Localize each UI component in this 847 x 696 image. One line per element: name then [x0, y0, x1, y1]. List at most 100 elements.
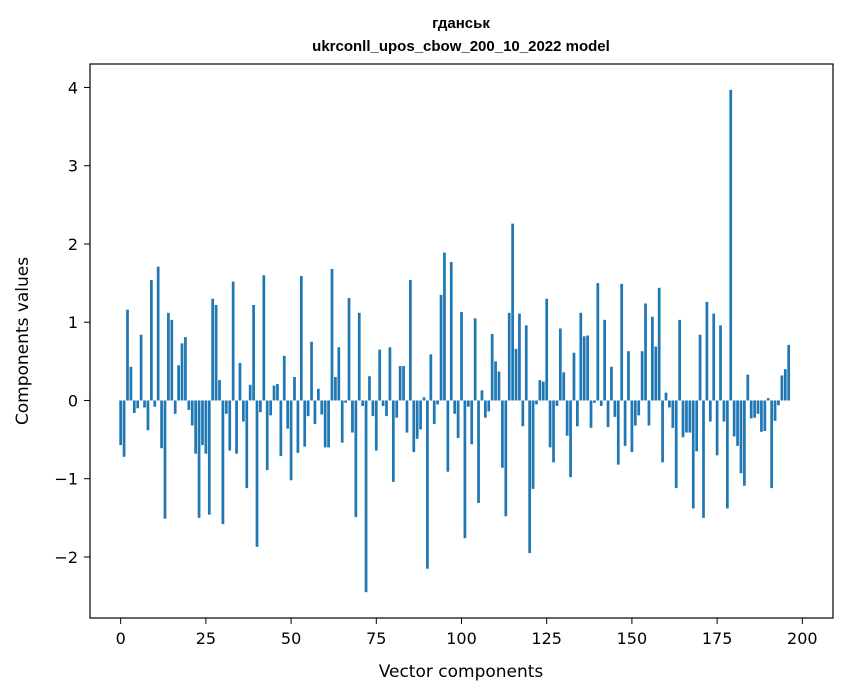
bar-85	[409, 279, 412, 401]
bar-114	[507, 312, 511, 401]
bar-14	[167, 312, 170, 401]
bar-196	[787, 344, 791, 401]
bar-33	[231, 281, 235, 401]
bar-104	[473, 318, 477, 401]
bar-71	[361, 400, 365, 406]
bar-15	[170, 319, 174, 401]
bar-66	[344, 400, 347, 403]
bar-27	[211, 298, 215, 401]
bar-55	[306, 400, 310, 417]
bar-18	[180, 343, 184, 401]
bar-37	[245, 400, 249, 489]
bar-153	[640, 351, 644, 401]
bar-1	[122, 400, 126, 457]
bar-42	[262, 275, 266, 401]
y-axis-ticks: −2 −1 0 1 2 3 4	[54, 78, 90, 567]
bar-72	[364, 400, 368, 593]
bar-3	[129, 366, 133, 401]
bar-142	[603, 319, 607, 401]
bar-68	[351, 400, 354, 433]
bar-126	[548, 400, 552, 448]
x-tick-label-0: 0	[116, 629, 126, 648]
bar-70	[357, 312, 361, 401]
y-tick-label-2: 2	[68, 235, 78, 254]
bar-8	[146, 400, 150, 431]
bar-195	[783, 369, 787, 401]
bar-175	[715, 400, 719, 456]
bar-19	[184, 337, 187, 401]
bar-30	[221, 400, 225, 525]
bar-77	[381, 400, 385, 406]
bar-20	[187, 400, 191, 410]
bar-138	[589, 400, 593, 428]
x-tick-label-75: 75	[366, 629, 386, 648]
bar-24	[201, 400, 204, 446]
bar-51	[293, 376, 296, 401]
bar-10	[153, 400, 157, 407]
bar-132	[569, 400, 572, 478]
bar-7	[143, 400, 146, 408]
bar-82	[398, 366, 402, 401]
bar-29	[218, 380, 221, 401]
y-tick-label-3: 3	[68, 157, 78, 176]
bar-95	[443, 252, 446, 401]
bar-60	[323, 400, 327, 448]
bar-136	[582, 336, 586, 401]
bar-21	[190, 400, 194, 426]
bar-147	[620, 283, 624, 401]
bar-45	[272, 385, 276, 401]
bar-4	[132, 400, 136, 413]
bar-97	[449, 261, 453, 401]
bar-83	[402, 366, 405, 401]
bar-165	[681, 400, 685, 438]
bar-38	[248, 384, 252, 401]
bar-23	[197, 400, 201, 518]
bar-156	[650, 316, 654, 401]
bar-105	[477, 400, 480, 503]
bar-164	[678, 319, 681, 401]
bar-92	[432, 400, 436, 424]
bar-103	[470, 400, 474, 445]
bar-75	[374, 400, 378, 451]
bar-80	[391, 400, 395, 482]
bar-69	[354, 400, 358, 518]
bar-5	[136, 400, 140, 409]
bar-34	[235, 400, 238, 454]
bar-6	[139, 334, 143, 401]
x-tick-label-175: 175	[702, 629, 733, 648]
bars-group	[119, 89, 791, 593]
bar-46	[276, 384, 279, 401]
bar-148	[623, 400, 627, 446]
x-axis-label: Vector components	[379, 662, 544, 682]
bar-120	[528, 400, 532, 554]
bar-81	[395, 400, 399, 418]
bar-144	[610, 366, 613, 401]
bar-158	[657, 287, 661, 401]
bar-53	[299, 276, 303, 401]
bar-2	[126, 309, 129, 401]
bar-133	[572, 352, 576, 401]
bar-141	[599, 400, 603, 406]
bar-49	[286, 400, 290, 429]
chart-title: гданськ	[432, 15, 490, 32]
bar-181	[736, 400, 739, 446]
y-axis-label: Components values	[13, 257, 33, 425]
bar-64	[337, 347, 341, 401]
bar-150	[630, 400, 634, 453]
bar-74	[371, 400, 375, 417]
bar-11	[156, 266, 160, 401]
bar-35	[238, 362, 242, 401]
x-tick-label-150: 150	[617, 629, 648, 648]
bar-54	[303, 400, 307, 447]
bar-61	[327, 400, 330, 448]
bar-163	[674, 400, 678, 489]
bar-187	[756, 400, 760, 414]
bar-188	[760, 400, 763, 432]
bar-177	[722, 400, 726, 422]
bar-36	[242, 400, 245, 422]
bar-184	[746, 374, 750, 401]
bar-194	[780, 375, 784, 401]
bar-22	[194, 400, 198, 454]
bar-100	[460, 312, 463, 401]
bar-171	[702, 400, 705, 518]
